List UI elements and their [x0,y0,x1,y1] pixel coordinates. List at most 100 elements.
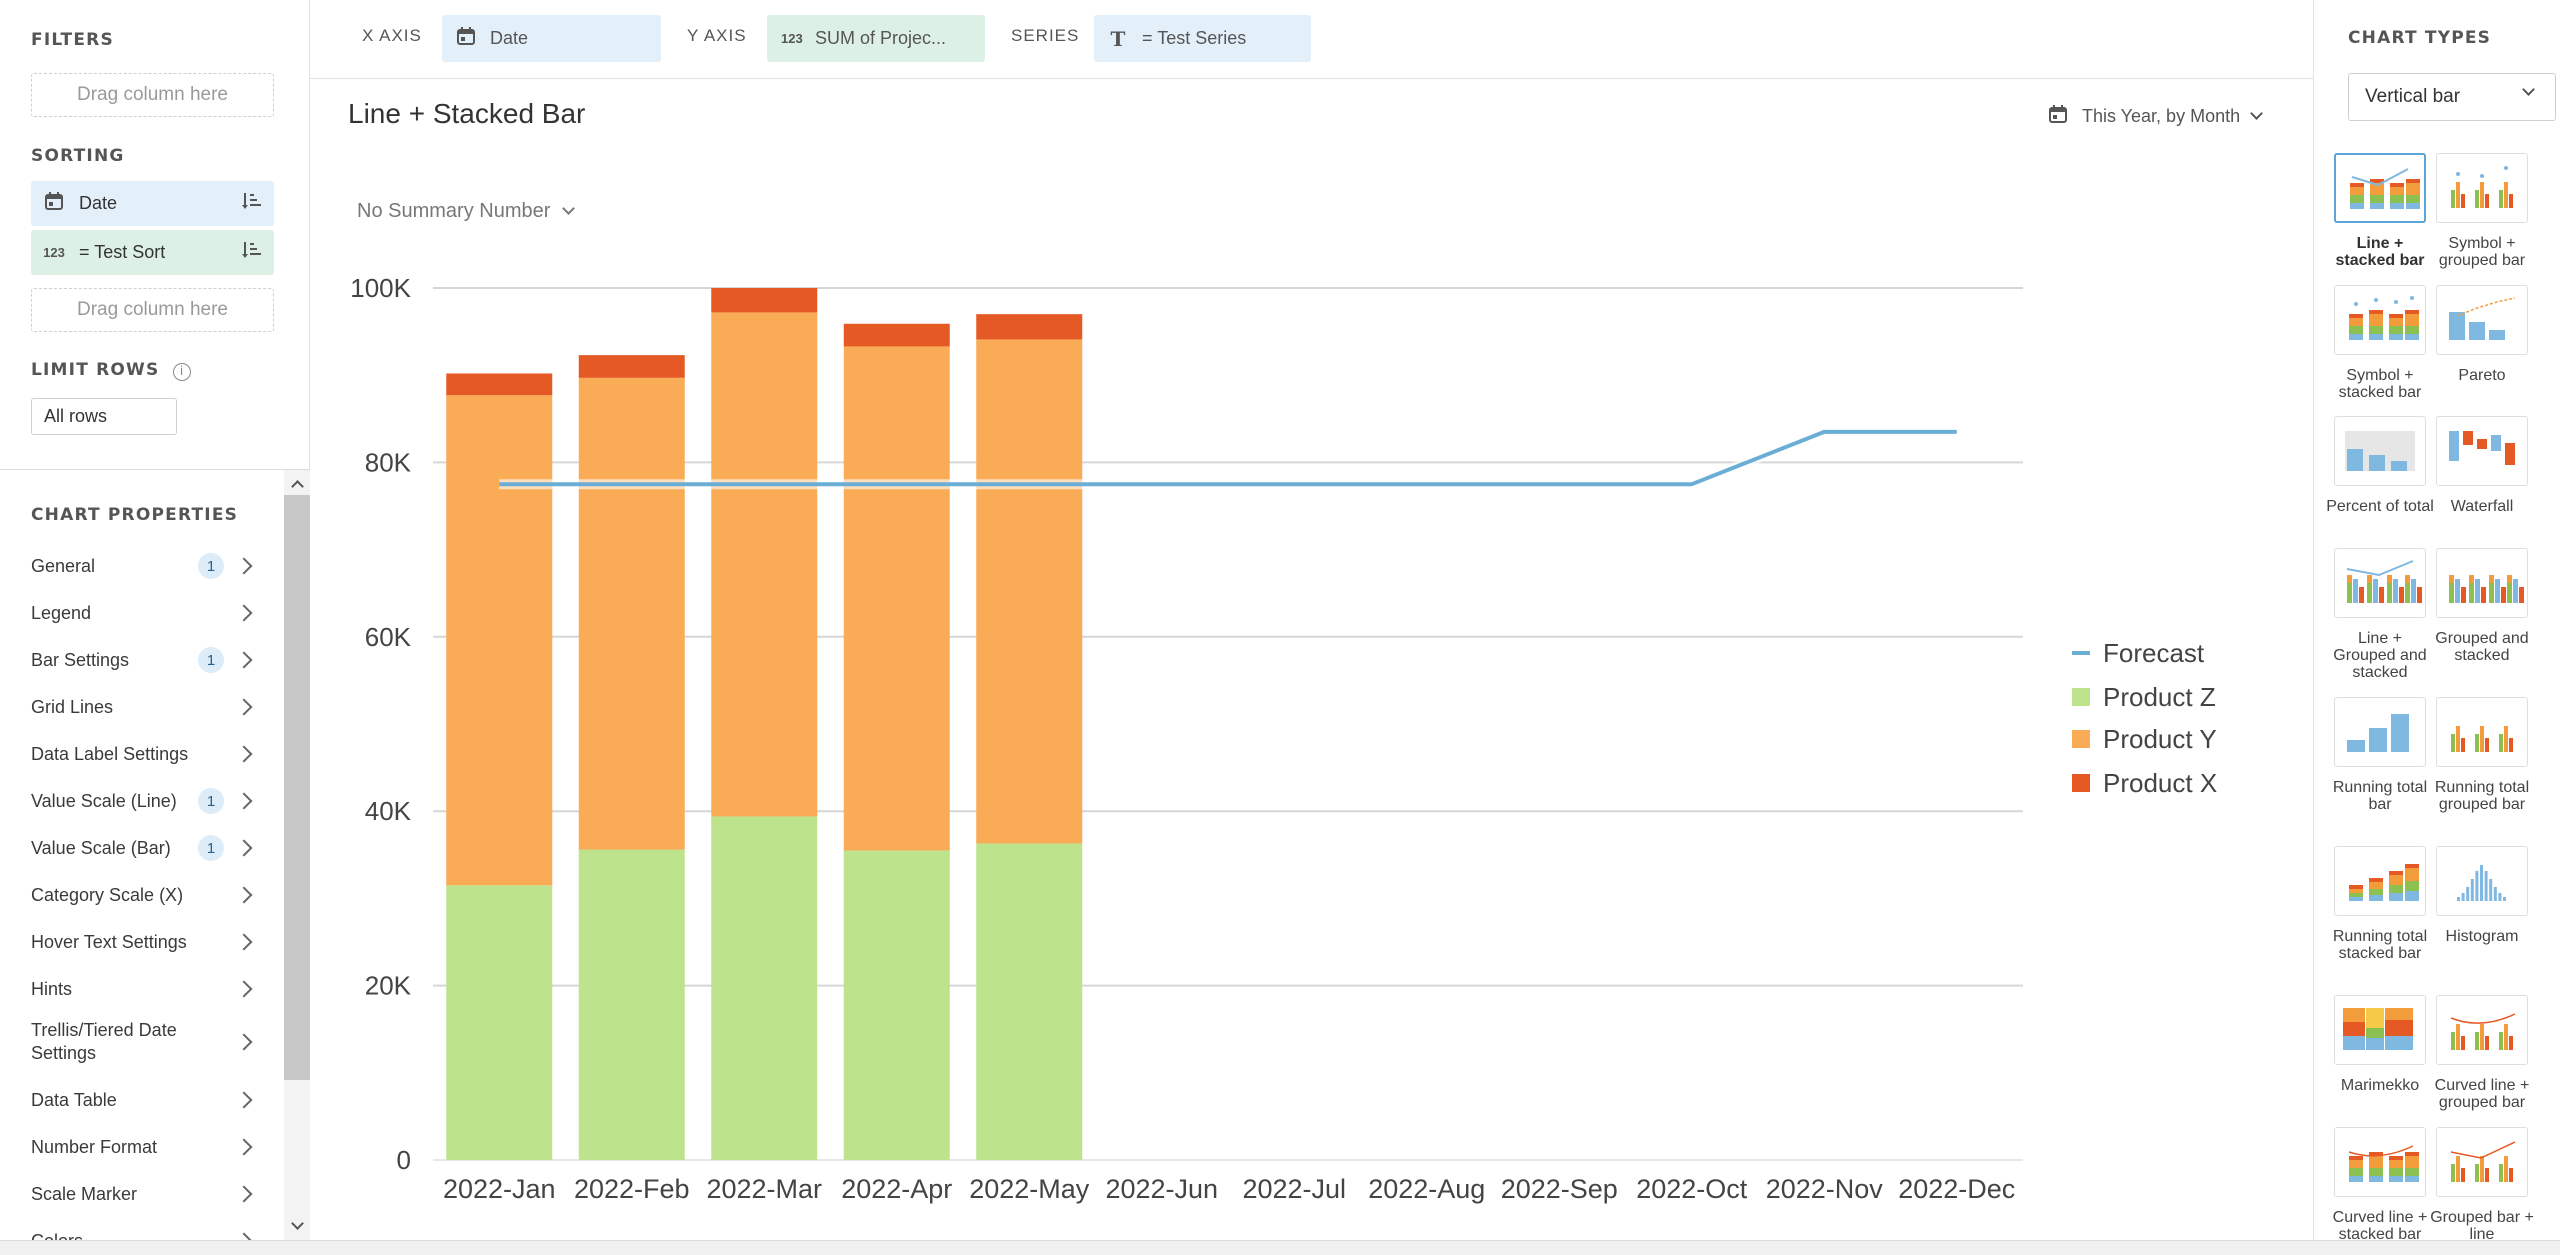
property-row[interactable]: Legend [31,590,256,636]
chart-type-grouped-line[interactable] [2436,1127,2528,1197]
x-tick-label: 2022-Sep [1501,1174,1618,1204]
chart-type-line-stacked[interactable] [2334,153,2426,223]
bar-product-z[interactable] [843,850,950,1160]
property-row[interactable]: Category Scale (X) [31,872,256,918]
chart-type-label[interactable]: Curved line + stacked bar [2332,1209,2428,1240]
property-row[interactable]: Hints [31,966,256,1012]
bar-product-z[interactable] [976,843,1083,1160]
property-row[interactable]: Bar Settings 1 [31,637,256,683]
info-icon[interactable]: i [172,363,191,381]
date-filter-dropdown[interactable]: This Year, by Month [2048,100,2263,132]
chevron-right-icon [235,792,253,810]
legend-item[interactable]: Forecast [2072,638,2204,668]
chart-type-thumbnail-icon [2347,714,2409,752]
chart-type-select[interactable]: Vertical bar [2348,73,2556,121]
axis-toolbar: X AXIS Date Y AXIS 123 SUM of Projec... … [310,0,2313,79]
scroll-up-arrow[interactable] [284,472,310,496]
sort-ascending-icon[interactable] [242,192,262,215]
bar-product-z[interactable] [578,849,685,1160]
bar-product-z[interactable] [711,816,818,1160]
legend-item[interactable]: Product Z [2072,682,2216,712]
chart-type-label[interactable]: Line + stacked bar [2335,235,2425,269]
chart-type-label[interactable]: Running total grouped bar [2434,779,2530,813]
property-row[interactable]: Scale Marker [31,1171,256,1217]
bar-product-x[interactable] [446,373,553,396]
chart-type-label[interactable]: Running total stacked bar [2332,928,2428,962]
filters-title: FILTERS [31,30,114,50]
sort-ascending-icon[interactable] [242,241,262,264]
bar-product-x[interactable] [843,323,950,347]
property-row[interactable]: Data Table [31,1077,256,1123]
chart-type-thumbnail-icon [2451,726,2513,752]
bar-product-z[interactable] [446,885,553,1160]
chart-type-waterfall[interactable] [2436,416,2528,486]
bar-product-y[interactable] [446,395,553,886]
legend-item[interactable]: Product Y [2072,724,2217,754]
chart-type-symbol-stacked[interactable] [2334,285,2426,355]
chart-type-grouped-stacked[interactable] [2436,548,2528,618]
chart-type-symbol-grouped[interactable] [2436,153,2528,223]
chart-type-running[interactable] [2334,697,2426,767]
chart-type-running-grouped[interactable] [2436,697,2528,767]
x-tick-label: 2022-May [969,1174,1090,1204]
chart-type-running-stacked[interactable] [2334,846,2426,916]
property-row[interactable]: Hover Text Settings [31,919,256,965]
sorting-drop-zone[interactable]: Drag column here [31,288,274,332]
legend-swatch [2072,651,2090,655]
scroll-down-arrow[interactable] [284,1214,310,1238]
chart-type-label[interactable]: Pareto [2458,367,2506,384]
property-row[interactable]: Value Scale (Bar) 1 [31,825,256,871]
chart-type-percent[interactable] [2334,416,2426,486]
bar-product-y[interactable] [578,377,685,850]
chart-type-label[interactable]: Waterfall [2450,498,2514,515]
chart-type-label[interactable]: Percent of total [2326,498,2434,515]
chart-type-label[interactable]: Grouped bar + line [2430,1209,2534,1240]
summary-number-dropdown[interactable]: No Summary Number [357,200,576,223]
limit-rows-input[interactable]: All rows [31,398,177,435]
bar-product-y[interactable] [843,346,950,851]
chart-type-label[interactable]: Marimekko [2340,1077,2420,1094]
bar-product-x[interactable] [578,355,685,378]
property-label: Colors [31,1230,238,1241]
chart-type-line-grouped-stacked[interactable] [2334,548,2426,618]
property-row[interactable]: Value Scale (Line) 1 [31,778,256,824]
property-row[interactable]: Colors [31,1218,256,1240]
chart-type-thumbnail-icon [2451,166,2513,208]
property-label: Value Scale (Line) [31,790,177,811]
bar-product-y[interactable] [976,339,1083,844]
chart-type-marimekko[interactable] [2334,995,2426,1065]
sort-item-test-sort[interactable]: 123 = Test Sort [31,230,274,275]
property-label: Data Label Settings [31,743,189,764]
y-axis-chip[interactable]: 123 SUM of Projec... [767,15,985,62]
chart-type-label[interactable]: Line + Grouped and stacked [2333,630,2427,681]
bar-product-x[interactable] [711,288,818,313]
property-row[interactable]: Data Label Settings [31,731,256,777]
sort-item-date[interactable]: Date [31,181,274,226]
chart-type-label[interactable]: Symbol + stacked bar [2338,367,2422,401]
chart-type-label[interactable]: Running total bar [2332,779,2428,813]
legend-item[interactable]: Product X [2072,768,2217,798]
property-row[interactable]: Trellis/Tiered Date Settings [31,1013,256,1071]
chart-type-label[interactable]: Grouped and stacked [2435,630,2529,664]
forecast-line[interactable] [499,429,1957,487]
filters-drop-zone[interactable]: Drag column here [31,73,274,117]
property-row[interactable]: General 1 [31,543,256,589]
property-row[interactable]: Grid Lines [31,684,256,730]
bottom-scrollbar[interactable] [0,1240,2560,1255]
bar-product-x[interactable] [976,314,1083,340]
properties-scroll-thumb[interactable] [284,495,310,1080]
chart-type-label[interactable]: Histogram [2445,928,2519,945]
chart-properties-list: CHART PROPERTIES General 1 Legend Bar Setti… [0,475,284,1240]
chevron-right-icon [235,1185,253,1203]
bar-product-y[interactable] [711,312,818,817]
chart-type-label[interactable]: Curved line + grouped bar [2434,1077,2530,1111]
chart-type-curved-grouped[interactable] [2436,995,2528,1065]
x-axis-chip[interactable]: Date [442,15,661,62]
property-row[interactable]: Number Format [31,1124,256,1170]
chart-type-curved-stacked[interactable] [2334,1127,2426,1197]
chart-type-pareto[interactable] [2436,285,2528,355]
x-tick-label: 2022-Feb [574,1174,690,1204]
chart-type-label[interactable]: Symbol + grouped bar [2438,235,2526,269]
series-chip[interactable]: T = Test Series [1094,15,1311,62]
chart-type-histogram[interactable] [2436,846,2528,916]
